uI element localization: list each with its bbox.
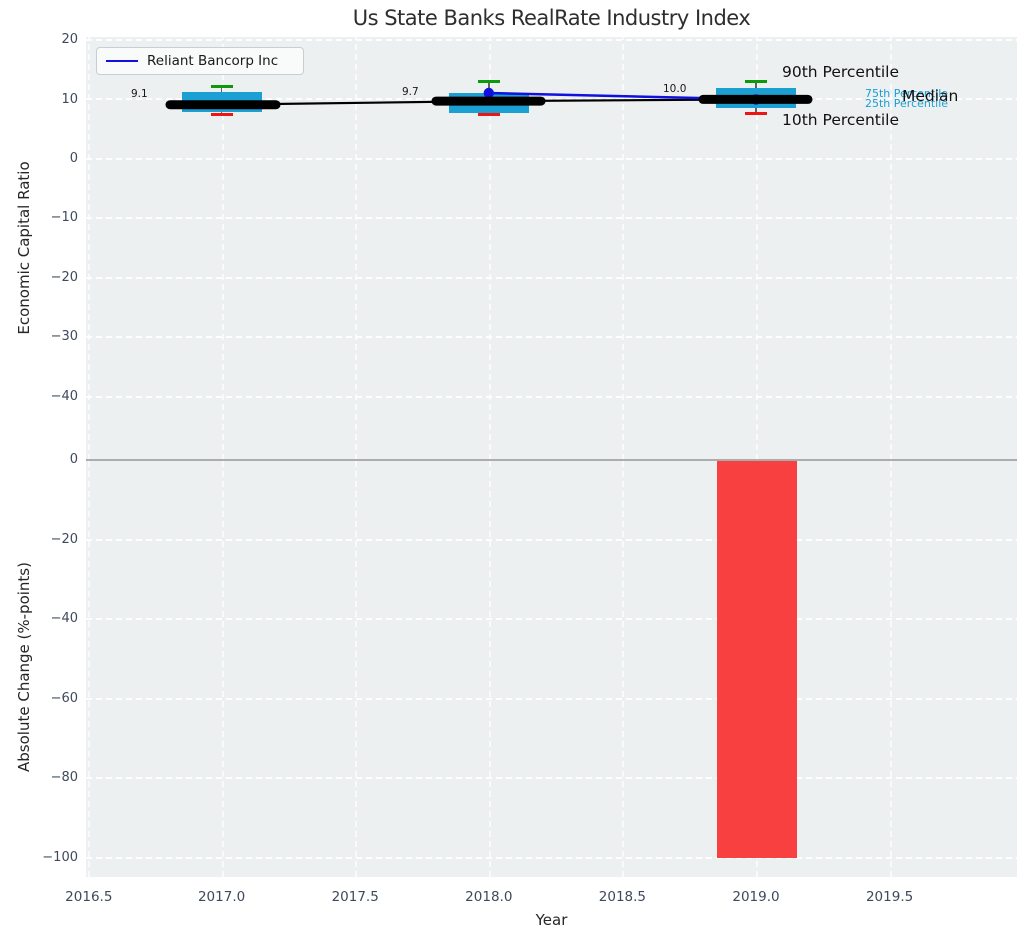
gridline-h: [86, 697, 1017, 700]
gridline-h: [86, 39, 1017, 41]
x-tick-label: 2019.0: [732, 889, 780, 905]
y-tick-label: 0: [69, 151, 78, 166]
gridline-v: [488, 460, 491, 877]
gridline-h: [86, 217, 1017, 219]
label-10th-percentile: 10th Percentile: [782, 110, 900, 129]
gridline-h: [86, 857, 1017, 859]
bottom-plot-area: [86, 460, 1017, 877]
y-tick-label: −80: [50, 770, 78, 785]
median-annotation-2019: 10.0: [663, 82, 687, 95]
zero-line: [86, 458, 1017, 462]
gridline-h: [86, 618, 1017, 621]
gridline-v: [355, 37, 358, 460]
x-tick-label: 2017.5: [331, 889, 379, 905]
gridline-h: [86, 395, 1017, 398]
gridline-h: [86, 157, 1017, 160]
chart-title: Us State Banks RealRate Industry Index: [352, 6, 751, 30]
label-90th-percentile: 90th Percentile: [782, 63, 900, 81]
boxplot-2018-p10-cap: [477, 112, 500, 117]
gridline-v: [88, 37, 90, 460]
x-tick-label: 2019.5: [865, 889, 914, 905]
gridline-v: [756, 37, 758, 460]
boxplot-2019-p10-cap: [745, 112, 767, 116]
gridline-v: [221, 37, 224, 460]
boxplot-2017-p10-cap: [210, 113, 233, 117]
gridline-v: [622, 460, 625, 877]
label-75th-percentile: 75th Percentile: [865, 86, 949, 100]
top-y-axis-label: Economic Capital Ratio: [15, 161, 33, 335]
legend-line-swatch-icon: [106, 59, 138, 63]
y-tick-label: −40: [50, 388, 78, 404]
gridline-v: [355, 460, 358, 877]
boxplot-2019-p90-cap: [745, 79, 767, 83]
y-tick-label: 0: [69, 452, 78, 467]
label-25th-percentile: 25th Percentile: [865, 96, 949, 110]
y-tick-label: −40: [50, 611, 78, 626]
y-tick-label: 10: [61, 91, 78, 107]
x-tick-label: 2017.0: [197, 889, 246, 905]
gridline-v: [889, 460, 892, 877]
median-annotation-2017: 9.1: [131, 87, 148, 100]
median-annotation-2018: 9.7: [402, 86, 419, 98]
boxplot-2018-p90-cap: [477, 79, 500, 83]
top-plot-area: 9.1 9.7 10.0 90th Percentile 75th Percen…: [86, 37, 1017, 460]
legend-series-label: Reliant Bancorp Inc: [147, 53, 279, 69]
y-tick-label: 20: [61, 32, 78, 47]
gridline-h: [86, 336, 1017, 338]
boxplot-2017-p90-cap: [210, 85, 233, 89]
gridline-v: [221, 460, 224, 877]
gridline-v: [88, 460, 90, 877]
gridline-v: [889, 37, 892, 460]
y-tick-label: −30: [50, 329, 78, 344]
legend: Reliant Bancorp Inc: [96, 47, 304, 75]
y-tick-label: −100: [42, 850, 78, 865]
gridline-h: [86, 538, 1017, 541]
gridline-h: [86, 777, 1017, 780]
x-tick-label: 2018.5: [598, 889, 647, 905]
y-tick-label: −20: [50, 532, 78, 547]
y-tick-label: −10: [50, 210, 78, 225]
gridline-v: [622, 37, 625, 460]
x-axis-label: Year: [535, 911, 568, 929]
gridline-v: [488, 37, 491, 460]
company-marker-2018: [483, 87, 494, 99]
gridline-h: [86, 276, 1017, 279]
y-tick-label: −60: [50, 691, 78, 706]
bottom-y-axis-label: Absolute Change (%-points): [15, 562, 33, 772]
label-median: Median: [902, 87, 959, 105]
line-layer: [165, 87, 813, 110]
gridline-h: [86, 98, 1017, 101]
x-tick-label: 2016.5: [65, 889, 113, 905]
y-tick-label: −20: [50, 269, 78, 285]
change-bar-2019: [716, 460, 797, 858]
x-tick-label: 2018.0: [465, 889, 513, 905]
